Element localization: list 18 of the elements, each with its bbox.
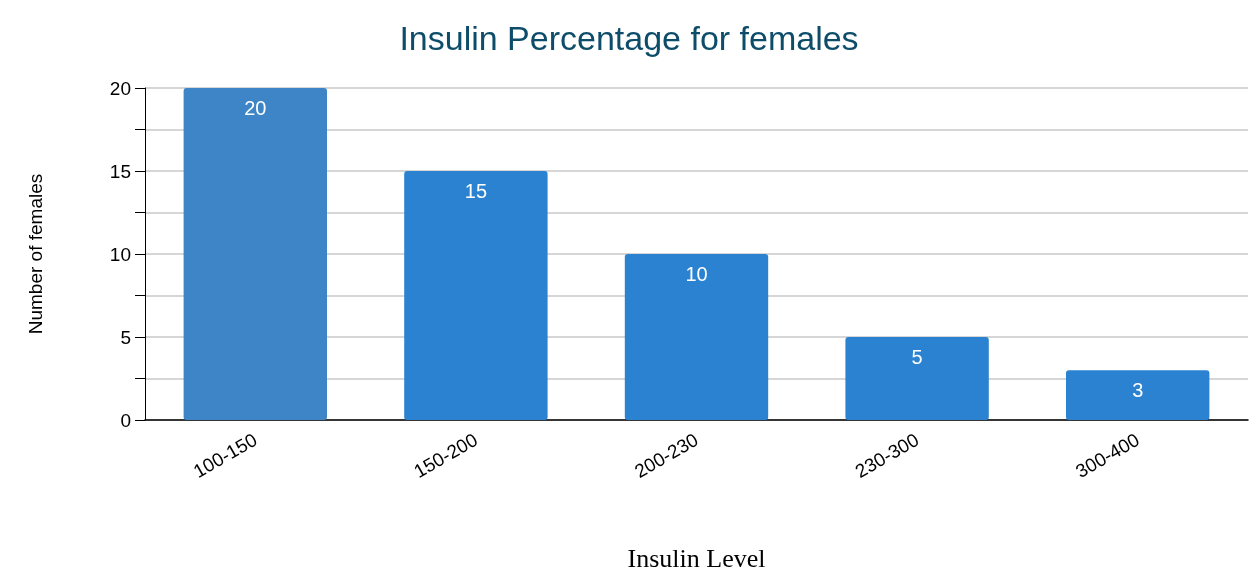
y-axis-title: Number of females (25, 173, 46, 335)
bar (404, 171, 548, 420)
data-label: 10 (685, 263, 708, 285)
bar (1066, 370, 1210, 420)
bar (845, 337, 989, 420)
data-label: 3 (1132, 379, 1144, 402)
y-tick-label: 10 (109, 243, 131, 265)
y-tick-label: 5 (120, 326, 131, 348)
data-label: 20 (244, 97, 267, 119)
y-tick-label: 15 (109, 160, 131, 182)
data-label: 5 (911, 346, 923, 368)
bar (624, 254, 769, 420)
data-label: 15 (464, 180, 488, 202)
y-tick-label: 20 (109, 77, 131, 99)
x-axis-title: Insulin Level (627, 543, 766, 573)
bar (183, 88, 327, 420)
chart-title: Insulin Percentage for females (399, 19, 859, 57)
y-tick-label: 0 (120, 409, 131, 431)
